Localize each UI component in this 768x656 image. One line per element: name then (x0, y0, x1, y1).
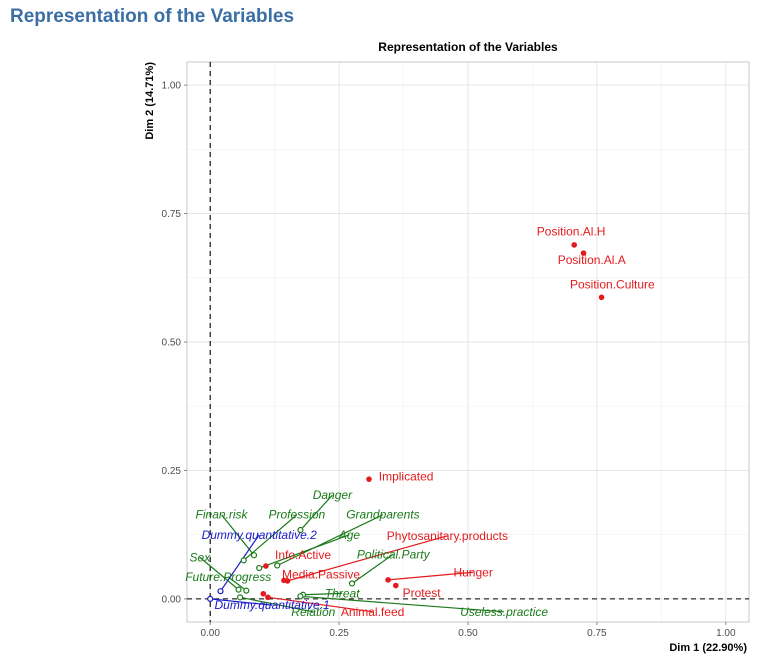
leader-line (239, 596, 314, 613)
leader-line (299, 494, 333, 531)
leader-line (351, 553, 394, 584)
point-label: Position.Al.H (537, 225, 606, 239)
point-label: Profession (268, 508, 325, 522)
data-point (263, 563, 269, 569)
leader-line (227, 576, 247, 592)
y-tick-label: 0.25 (162, 466, 182, 477)
point-label: Position.Al.A (558, 253, 626, 267)
x-tick-label: 0.00 (200, 628, 220, 639)
point-label: Dummy.quantitative.2 (202, 528, 317, 542)
data-point (217, 588, 224, 595)
y-tick-label: 0.50 (162, 338, 182, 349)
data-point (281, 577, 287, 584)
data-point (385, 577, 391, 583)
leader-line (220, 534, 260, 592)
data-point (207, 595, 214, 602)
chart-title: Representation of the Variables (378, 40, 558, 54)
point-label: Relation (291, 605, 335, 619)
data-point (237, 594, 244, 601)
point-label: Hunger (453, 565, 492, 579)
point-label: Animal.feed (341, 605, 404, 619)
point-label: Implicated (379, 470, 434, 484)
leader-line (287, 535, 448, 582)
data-point (571, 242, 578, 248)
point-label: Danger (313, 488, 353, 502)
data-point (260, 590, 267, 597)
leader-line (388, 571, 474, 581)
data-point (366, 476, 372, 482)
ticks: 0.00 0.25 0.50 0.75 1.00 0.00 0.25 0.50 0.75 1.00 (162, 81, 736, 639)
point-label: Age (338, 528, 361, 542)
y-axis-label: Dim 2 (14.71%) (144, 62, 156, 140)
x-tick-label: 0.25 (329, 628, 349, 639)
point-label: Info.Active (275, 548, 331, 562)
leader-line (199, 556, 239, 591)
points (207, 242, 605, 602)
point-label: Threat (325, 586, 360, 600)
data-point (393, 582, 399, 589)
point-label: Phytosanitary.products (387, 529, 508, 543)
data-point (297, 593, 304, 600)
point-label: Protest (403, 586, 442, 600)
x-tick-label: 1.00 (716, 628, 736, 639)
x-tick-label: 0.75 (587, 628, 607, 639)
point-label: Future.Progress (185, 570, 271, 584)
data-point (243, 587, 250, 594)
point-label: Useless.practice (460, 605, 548, 619)
data-point (256, 564, 263, 572)
x-tick-label: 0.50 (458, 628, 478, 639)
point-label: Media.Passive (282, 567, 360, 581)
data-point (250, 552, 258, 559)
leader-line (276, 514, 384, 567)
data-point (348, 580, 356, 587)
point-label: Sex (190, 550, 212, 564)
page-title: Representation of the Variables (10, 6, 295, 27)
data-point (265, 594, 271, 601)
data-point (240, 557, 247, 564)
leader-line (267, 596, 373, 613)
point-label: Grandparents (346, 508, 419, 522)
y-tick-label: 0.75 (162, 209, 182, 220)
data-point (235, 586, 242, 593)
data-point (598, 294, 605, 301)
leader-line (210, 598, 273, 606)
data-point (297, 526, 304, 534)
leader-line (302, 592, 343, 596)
point-label: Political.Party (357, 547, 431, 561)
leader-line (221, 514, 255, 556)
point-label: Position.Culture (570, 278, 655, 292)
leader-line (300, 595, 505, 613)
point-label: Finan.risk (196, 508, 249, 522)
y-tick-label: 1.00 (162, 81, 182, 92)
point-label: Dummy.quantitative.1 (214, 598, 329, 612)
point-labels: Position.Al.H Position.Al.A Position.Cultu… (185, 225, 655, 619)
y-tick-label: 0.00 (162, 594, 182, 605)
data-point (580, 250, 587, 256)
x-axis-label: Dim 1 (22.90%) (669, 642, 747, 654)
data-point (274, 562, 281, 569)
leader-line (258, 534, 350, 569)
